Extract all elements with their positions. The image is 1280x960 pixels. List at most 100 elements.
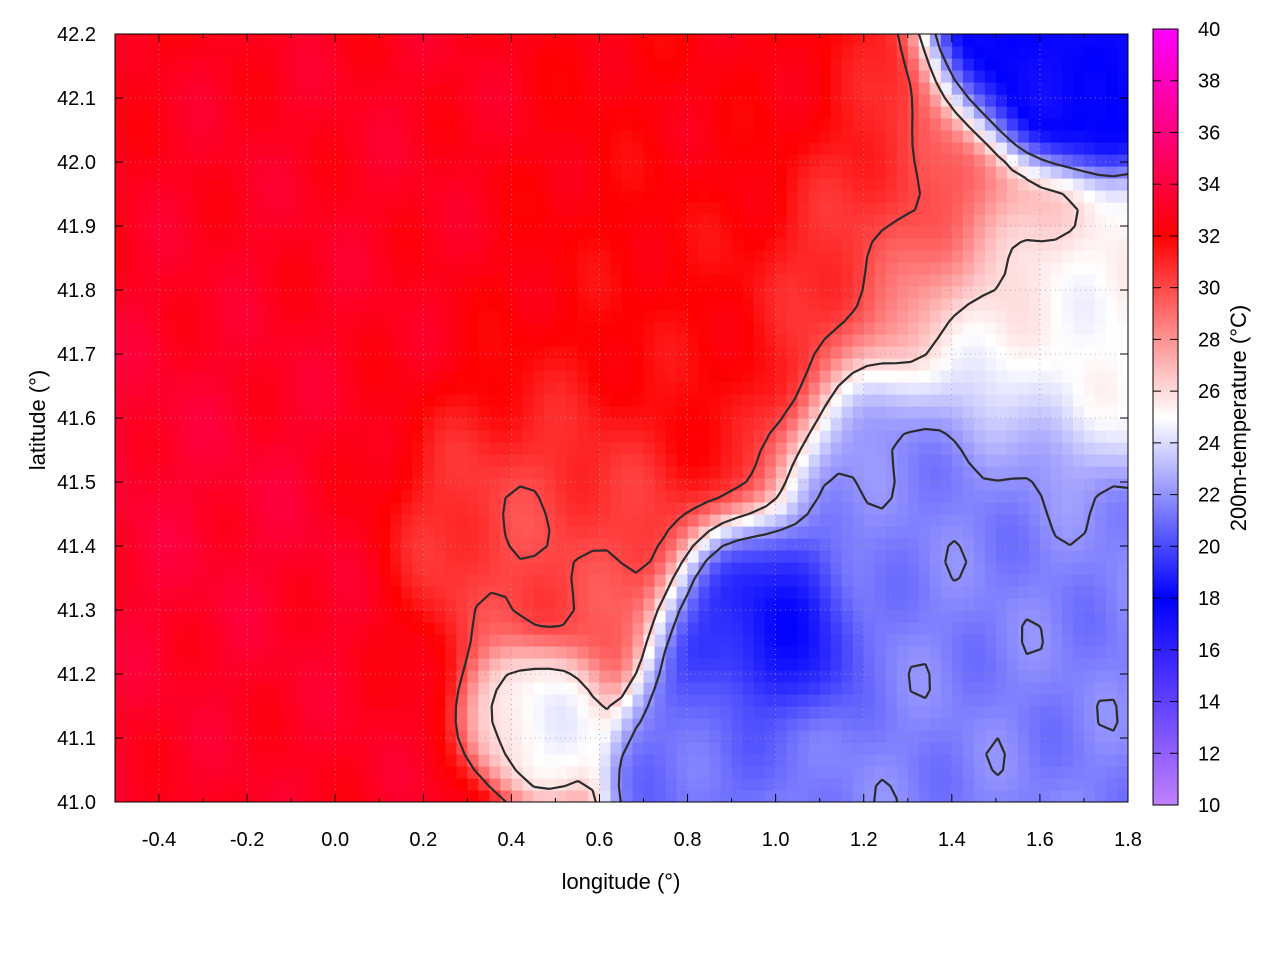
heatmap-cell xyxy=(621,346,634,359)
heatmap-cell xyxy=(973,730,986,743)
heatmap-cell xyxy=(687,418,700,431)
heatmap-cell xyxy=(687,238,700,251)
heatmap-cell xyxy=(962,682,975,695)
heatmap-cell xyxy=(401,406,413,419)
heatmap-cell xyxy=(720,766,733,779)
heatmap-cell xyxy=(269,382,281,395)
heatmap-cell xyxy=(698,706,711,719)
heatmap-cell xyxy=(819,202,832,215)
heatmap-cell xyxy=(357,634,369,647)
heatmap-cell xyxy=(610,610,623,623)
heatmap-cell xyxy=(1006,526,1019,539)
heatmap-cell xyxy=(940,238,953,251)
heatmap-cell xyxy=(115,634,127,647)
heatmap-cell xyxy=(709,694,722,707)
heatmap-cell xyxy=(269,646,281,659)
heatmap-cell xyxy=(940,610,953,623)
heatmap-cell xyxy=(335,610,347,623)
heatmap-cell xyxy=(588,334,601,347)
heatmap-cell xyxy=(929,538,942,551)
heatmap-cell xyxy=(214,574,226,587)
heatmap-cell xyxy=(1017,550,1030,563)
heatmap-cell xyxy=(214,286,226,299)
heatmap-cell xyxy=(863,178,876,191)
heatmap-cell xyxy=(566,418,579,431)
heatmap-cell xyxy=(500,394,512,407)
heatmap-cell xyxy=(203,454,215,467)
heatmap-cell xyxy=(181,178,193,191)
heatmap-cell xyxy=(720,370,733,383)
heatmap-cell xyxy=(291,538,303,551)
heatmap-cell xyxy=(247,394,259,407)
heatmap-cell xyxy=(280,454,292,467)
heatmap-cell xyxy=(456,658,468,671)
heatmap-cell xyxy=(995,406,1008,419)
heatmap-cell xyxy=(665,214,678,227)
heatmap-cell xyxy=(940,754,953,767)
heatmap-cell xyxy=(291,490,303,503)
heatmap-cell xyxy=(1050,442,1063,455)
heatmap-cell xyxy=(1061,502,1074,515)
heatmap-cell xyxy=(1083,178,1096,191)
heatmap-cell xyxy=(962,406,975,419)
heatmap-cell xyxy=(852,406,865,419)
heatmap-cell xyxy=(500,610,512,623)
heatmap-cell xyxy=(1072,442,1085,455)
heatmap-cell xyxy=(291,190,303,203)
heatmap-cell xyxy=(577,730,590,743)
heatmap-cell xyxy=(907,322,920,335)
heatmap-cell xyxy=(137,718,149,731)
heatmap-cell xyxy=(599,730,612,743)
heatmap-cell xyxy=(1083,202,1096,215)
heatmap-cell xyxy=(291,346,303,359)
heatmap-cell xyxy=(1028,526,1041,539)
heatmap-cell xyxy=(1006,562,1019,575)
heatmap-cell xyxy=(1061,778,1074,791)
heatmap-cell xyxy=(324,226,336,239)
heatmap-cell xyxy=(764,430,777,443)
heatmap-cell xyxy=(434,574,446,587)
heatmap-cell xyxy=(1061,166,1074,179)
heatmap-cell xyxy=(1083,598,1096,611)
heatmap-cell xyxy=(852,694,865,707)
heatmap-cell xyxy=(654,466,667,479)
heatmap-cell xyxy=(665,358,678,371)
heatmap-cell xyxy=(357,526,369,539)
heatmap-cell xyxy=(137,442,149,455)
heatmap-cell xyxy=(115,490,127,503)
heatmap-cell xyxy=(687,322,700,335)
heatmap-cell xyxy=(159,394,171,407)
heatmap-cell xyxy=(1039,622,1052,635)
heatmap-cell xyxy=(885,334,898,347)
heatmap-cell xyxy=(291,730,303,743)
heatmap-cell xyxy=(1083,358,1096,371)
heatmap-cell xyxy=(1006,610,1019,623)
heatmap-cell xyxy=(170,730,182,743)
heatmap-cell xyxy=(445,238,457,251)
heatmap-cell xyxy=(1028,514,1041,527)
heatmap-cell xyxy=(137,790,149,802)
heatmap-cell xyxy=(1017,334,1030,347)
heatmap-cell xyxy=(1094,418,1107,431)
heatmap-cell xyxy=(115,574,127,587)
heatmap-cell xyxy=(291,634,303,647)
heatmap-cell xyxy=(1006,358,1019,371)
heatmap-cell xyxy=(566,262,579,275)
heatmap-cell xyxy=(423,406,435,419)
heatmap-cell xyxy=(786,562,799,575)
heatmap-cell xyxy=(313,682,325,695)
heatmap-cell xyxy=(962,622,975,635)
heatmap-cell xyxy=(577,214,590,227)
heatmap-cell xyxy=(324,790,336,802)
heatmap-cell xyxy=(808,610,821,623)
heatmap-cell xyxy=(225,394,237,407)
heatmap-cell xyxy=(401,178,413,191)
heatmap-cell xyxy=(1072,418,1085,431)
heatmap-cell xyxy=(434,370,446,383)
heatmap-cell xyxy=(181,394,193,407)
heatmap-cell xyxy=(533,334,546,347)
heatmap-cell xyxy=(885,766,898,779)
heatmap-cell xyxy=(665,790,678,802)
heatmap-cell xyxy=(225,706,237,719)
heatmap-cell xyxy=(588,526,601,539)
